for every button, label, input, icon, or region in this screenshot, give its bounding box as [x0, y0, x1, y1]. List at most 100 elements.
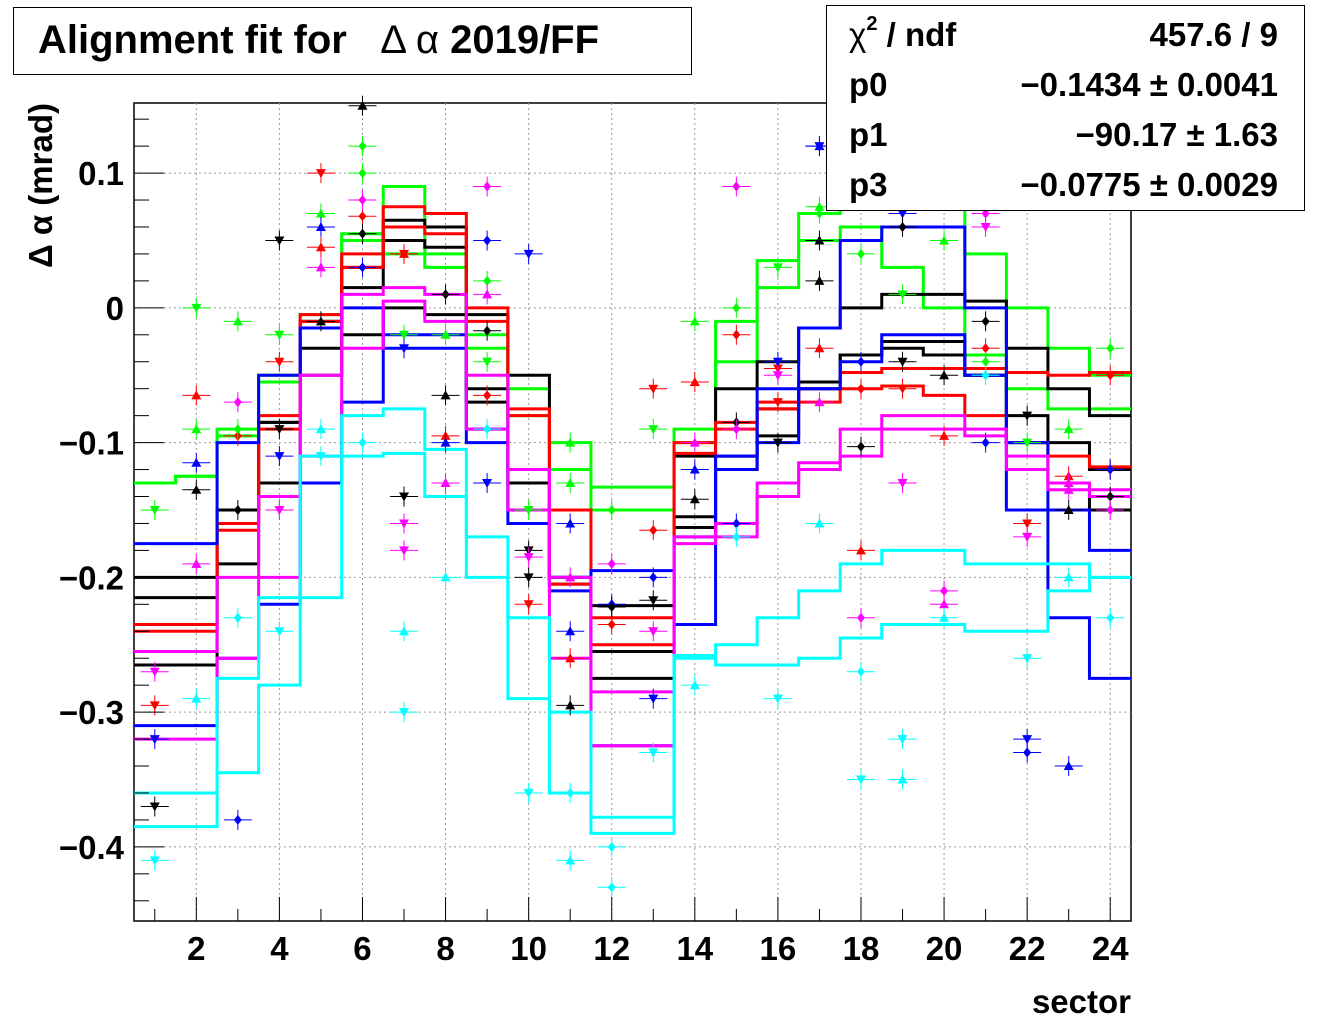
data-point-cyan [390, 702, 419, 723]
data-point-black [639, 590, 668, 611]
plot-frame [133, 102, 1132, 922]
data-point-green [1096, 338, 1125, 359]
data-point-cyan [182, 688, 211, 709]
p1-value: −90.17 ± 1.63 [1075, 116, 1278, 153]
data-point-magenta [722, 419, 751, 440]
data-point-magenta [805, 392, 834, 413]
p0-value: −0.1434 ± 0.0041 [1020, 66, 1278, 103]
data-point-green [223, 419, 252, 440]
x-tick-label: 8 [436, 930, 454, 967]
x-tick-label: 4 [270, 930, 289, 967]
data-point-cyan [722, 526, 751, 547]
data-point-green [140, 499, 169, 520]
y-tick-label: −0.2 [59, 559, 124, 596]
data-point-cyan [597, 836, 626, 857]
data-point-green [639, 419, 668, 440]
data-point-red [514, 594, 543, 615]
data-point-green [680, 311, 709, 332]
data-point-cyan [223, 607, 252, 628]
fit-step-line-cyan [134, 451, 1131, 835]
y-tick-label: −0.3 [59, 694, 124, 731]
data-point-red [930, 425, 959, 446]
stat-row-chi2: χ2 / ndf 457.6 / 9 [827, 8, 1304, 58]
data-point-magenta [431, 473, 460, 494]
data-point-cyan [265, 621, 294, 642]
data-point-cyan [930, 607, 959, 628]
data-point-blue [223, 809, 252, 830]
data-point-magenta [390, 513, 419, 534]
data-point-magenta [930, 580, 959, 601]
data-point-red [265, 351, 294, 372]
data-point-green [514, 499, 543, 520]
data-point-magenta [888, 473, 917, 494]
data-point-magenta [473, 176, 502, 197]
data-point-green [348, 163, 377, 184]
data-point-black [597, 597, 626, 618]
data-point-blue [1096, 459, 1125, 480]
x-tick-label: 2 [187, 930, 205, 967]
data-point-cyan [348, 432, 377, 453]
chart-title-box: Alignment fit for Δ α 2019/FF [13, 7, 692, 75]
data-point-red [846, 378, 875, 399]
data-point-black [431, 284, 460, 305]
data-point-black [805, 230, 834, 251]
data-point-magenta [473, 284, 502, 305]
data-point-green [846, 243, 875, 264]
data-point-blue [306, 216, 335, 237]
data-point-magenta [971, 216, 1000, 237]
data-point-cyan [763, 688, 792, 709]
data-point-blue [473, 473, 502, 494]
data-point-magenta [514, 547, 543, 568]
data-point-black [1013, 405, 1042, 426]
data-point-red [1096, 365, 1125, 386]
y-tick-label: −0.4 [59, 829, 125, 866]
data-point-green [182, 297, 211, 318]
data-point-blue [971, 432, 1000, 453]
y-axis-label: Δ α (mrad) [22, 103, 59, 268]
x-tick-label: 10 [510, 930, 547, 967]
x-tick-label: 16 [760, 930, 797, 967]
data-point-magenta [680, 432, 709, 453]
data-point-magenta [390, 540, 419, 561]
data-point-red [556, 648, 585, 669]
data-point-cyan [556, 782, 585, 803]
data-point-green [473, 351, 502, 372]
data-point-magenta [306, 257, 335, 278]
data-point-cyan [1054, 567, 1083, 588]
p0-label: p0 [849, 66, 888, 103]
data-point-green [182, 419, 211, 440]
data-point-black [846, 436, 875, 457]
p3-label: p3 [849, 166, 888, 203]
data-point-cyan [846, 661, 875, 682]
data-point-blue [348, 257, 377, 278]
data-point-black [265, 230, 294, 251]
data-point-green [1054, 419, 1083, 440]
fit-stats-box: χ2 / ndf 457.6 / 9 p0 −0.1434 ± 0.0041 p… [826, 5, 1305, 211]
p3-value: −0.0775 ± 0.0029 [1020, 166, 1278, 203]
data-point-red [182, 385, 211, 406]
data-point-black [473, 320, 502, 341]
data-point-red [722, 324, 751, 345]
data-point-magenta [1096, 499, 1125, 520]
x-tick-label: 20 [926, 930, 963, 967]
data-point-green [348, 136, 377, 157]
data-point-cyan [1096, 607, 1125, 628]
data-point-blue [556, 621, 585, 642]
y-tick-label: −0.1 [59, 425, 124, 462]
data-point-cyan [805, 513, 834, 534]
data-point-black [390, 486, 419, 507]
data-point-red [846, 540, 875, 561]
x-tick-label: 24 [1092, 930, 1129, 967]
data-point-magenta [140, 661, 169, 682]
data-point-magenta [763, 365, 792, 386]
data-point-black [182, 479, 211, 500]
data-point-blue [846, 351, 875, 372]
data-point-red [597, 614, 626, 635]
stat-row-p1: p1 −90.17 ± 1.63 [827, 108, 1304, 158]
data-point-red [888, 378, 917, 399]
data-point-red [473, 385, 502, 406]
data-point-blue [1054, 756, 1083, 777]
data-point-magenta [223, 392, 252, 413]
data-point-black [556, 695, 585, 716]
data-point-black [680, 489, 709, 510]
